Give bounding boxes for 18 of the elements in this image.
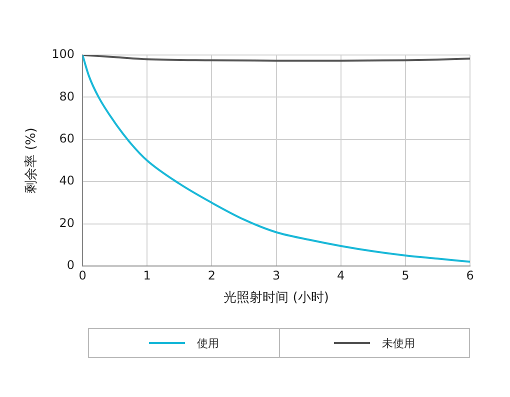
x-axis-title: 光照射时间 (小时) — [224, 290, 329, 306]
x-tick-label: 2 — [208, 268, 216, 282]
x-tick-label: 6 — [466, 268, 474, 282]
y-tick-label: 0 — [66, 258, 75, 272]
legend-label: 使用 — [196, 336, 219, 350]
y-tick-label: 20 — [59, 216, 75, 230]
y-tick-label: 40 — [59, 174, 75, 188]
legend-label: 未使用 — [382, 336, 415, 350]
line-series — [82, 55, 470, 263]
y-tick-label: 100 — [52, 47, 75, 62]
y-axis-title: 剩余率 (%) — [23, 128, 40, 194]
x-tick-label: 5 — [402, 268, 410, 282]
x-tick-label: 0 — [78, 268, 86, 282]
x-tick-label: 3 — [272, 268, 280, 282]
y-tick-label: 60 — [59, 132, 75, 146]
x-tick-label: 1 — [143, 268, 151, 282]
x-tick-label: 4 — [337, 268, 345, 282]
y-tick-label: 80 — [59, 89, 75, 104]
